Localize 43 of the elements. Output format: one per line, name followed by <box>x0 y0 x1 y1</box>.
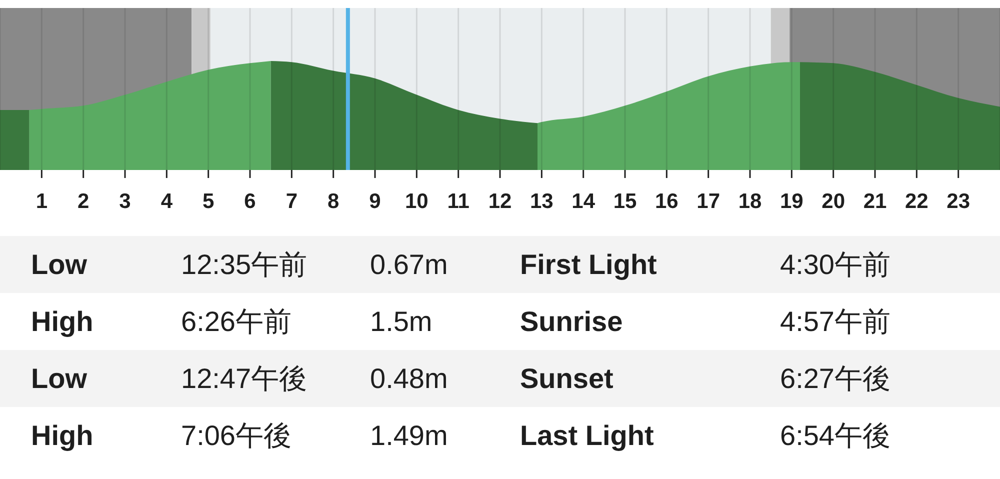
text: First Light <box>520 248 657 282</box>
x-tick-label: 23 <box>946 190 970 213</box>
text: Last Light <box>520 419 654 453</box>
x-tick-label: 17 <box>696 190 720 213</box>
text: 6:27午後 <box>780 362 890 396</box>
text: High <box>31 419 94 453</box>
text: Sunrise <box>520 305 623 339</box>
text: 0.67m <box>370 248 448 282</box>
x-tick-label: 8 <box>327 190 340 213</box>
x-tick-label: 4 <box>160 190 173 213</box>
text: 6:54午後 <box>780 419 890 453</box>
x-tick-label: 1 <box>36 190 48 213</box>
text: 12:47午後 <box>181 362 308 396</box>
x-tick-label: 3 <box>119 190 131 213</box>
text: Sunset <box>520 362 614 396</box>
x-tick-label: 7 <box>286 190 298 213</box>
x-tick-label: 2 <box>77 190 90 213</box>
text: 6:26午前 <box>181 305 292 339</box>
text: 0.48m <box>370 362 448 396</box>
x-tick-label: 14 <box>572 190 596 213</box>
x-tick-label: 18 <box>738 190 762 213</box>
x-tick-label: 21 <box>863 190 887 213</box>
x-tick-label: 12 <box>488 190 512 213</box>
x-tick-label: 6 <box>244 190 256 213</box>
x-tick-label: 15 <box>613 190 637 213</box>
x-tick-label: 11 <box>447 190 470 213</box>
x-tick-label: 22 <box>904 190 928 213</box>
x-tick-label: 10 <box>404 190 428 213</box>
text: 1.49m <box>370 419 448 453</box>
text: Low <box>31 248 87 282</box>
x-tick-label: 16 <box>654 190 678 213</box>
text: Low <box>31 362 87 396</box>
text: 7:06午後 <box>181 419 292 453</box>
text: 12:35午前 <box>181 248 308 282</box>
x-tick-label: 20 <box>822 190 846 213</box>
text: 4:57午前 <box>780 305 890 339</box>
x-tick-label: 5 <box>202 190 214 213</box>
x-tick-label: 13 <box>530 190 554 213</box>
x-tick-label: 9 <box>369 190 381 213</box>
text: High <box>31 305 94 339</box>
text: 4:30午前 <box>780 248 890 282</box>
x-tick-label: 19 <box>780 190 804 213</box>
text: 1.5m <box>370 305 432 339</box>
